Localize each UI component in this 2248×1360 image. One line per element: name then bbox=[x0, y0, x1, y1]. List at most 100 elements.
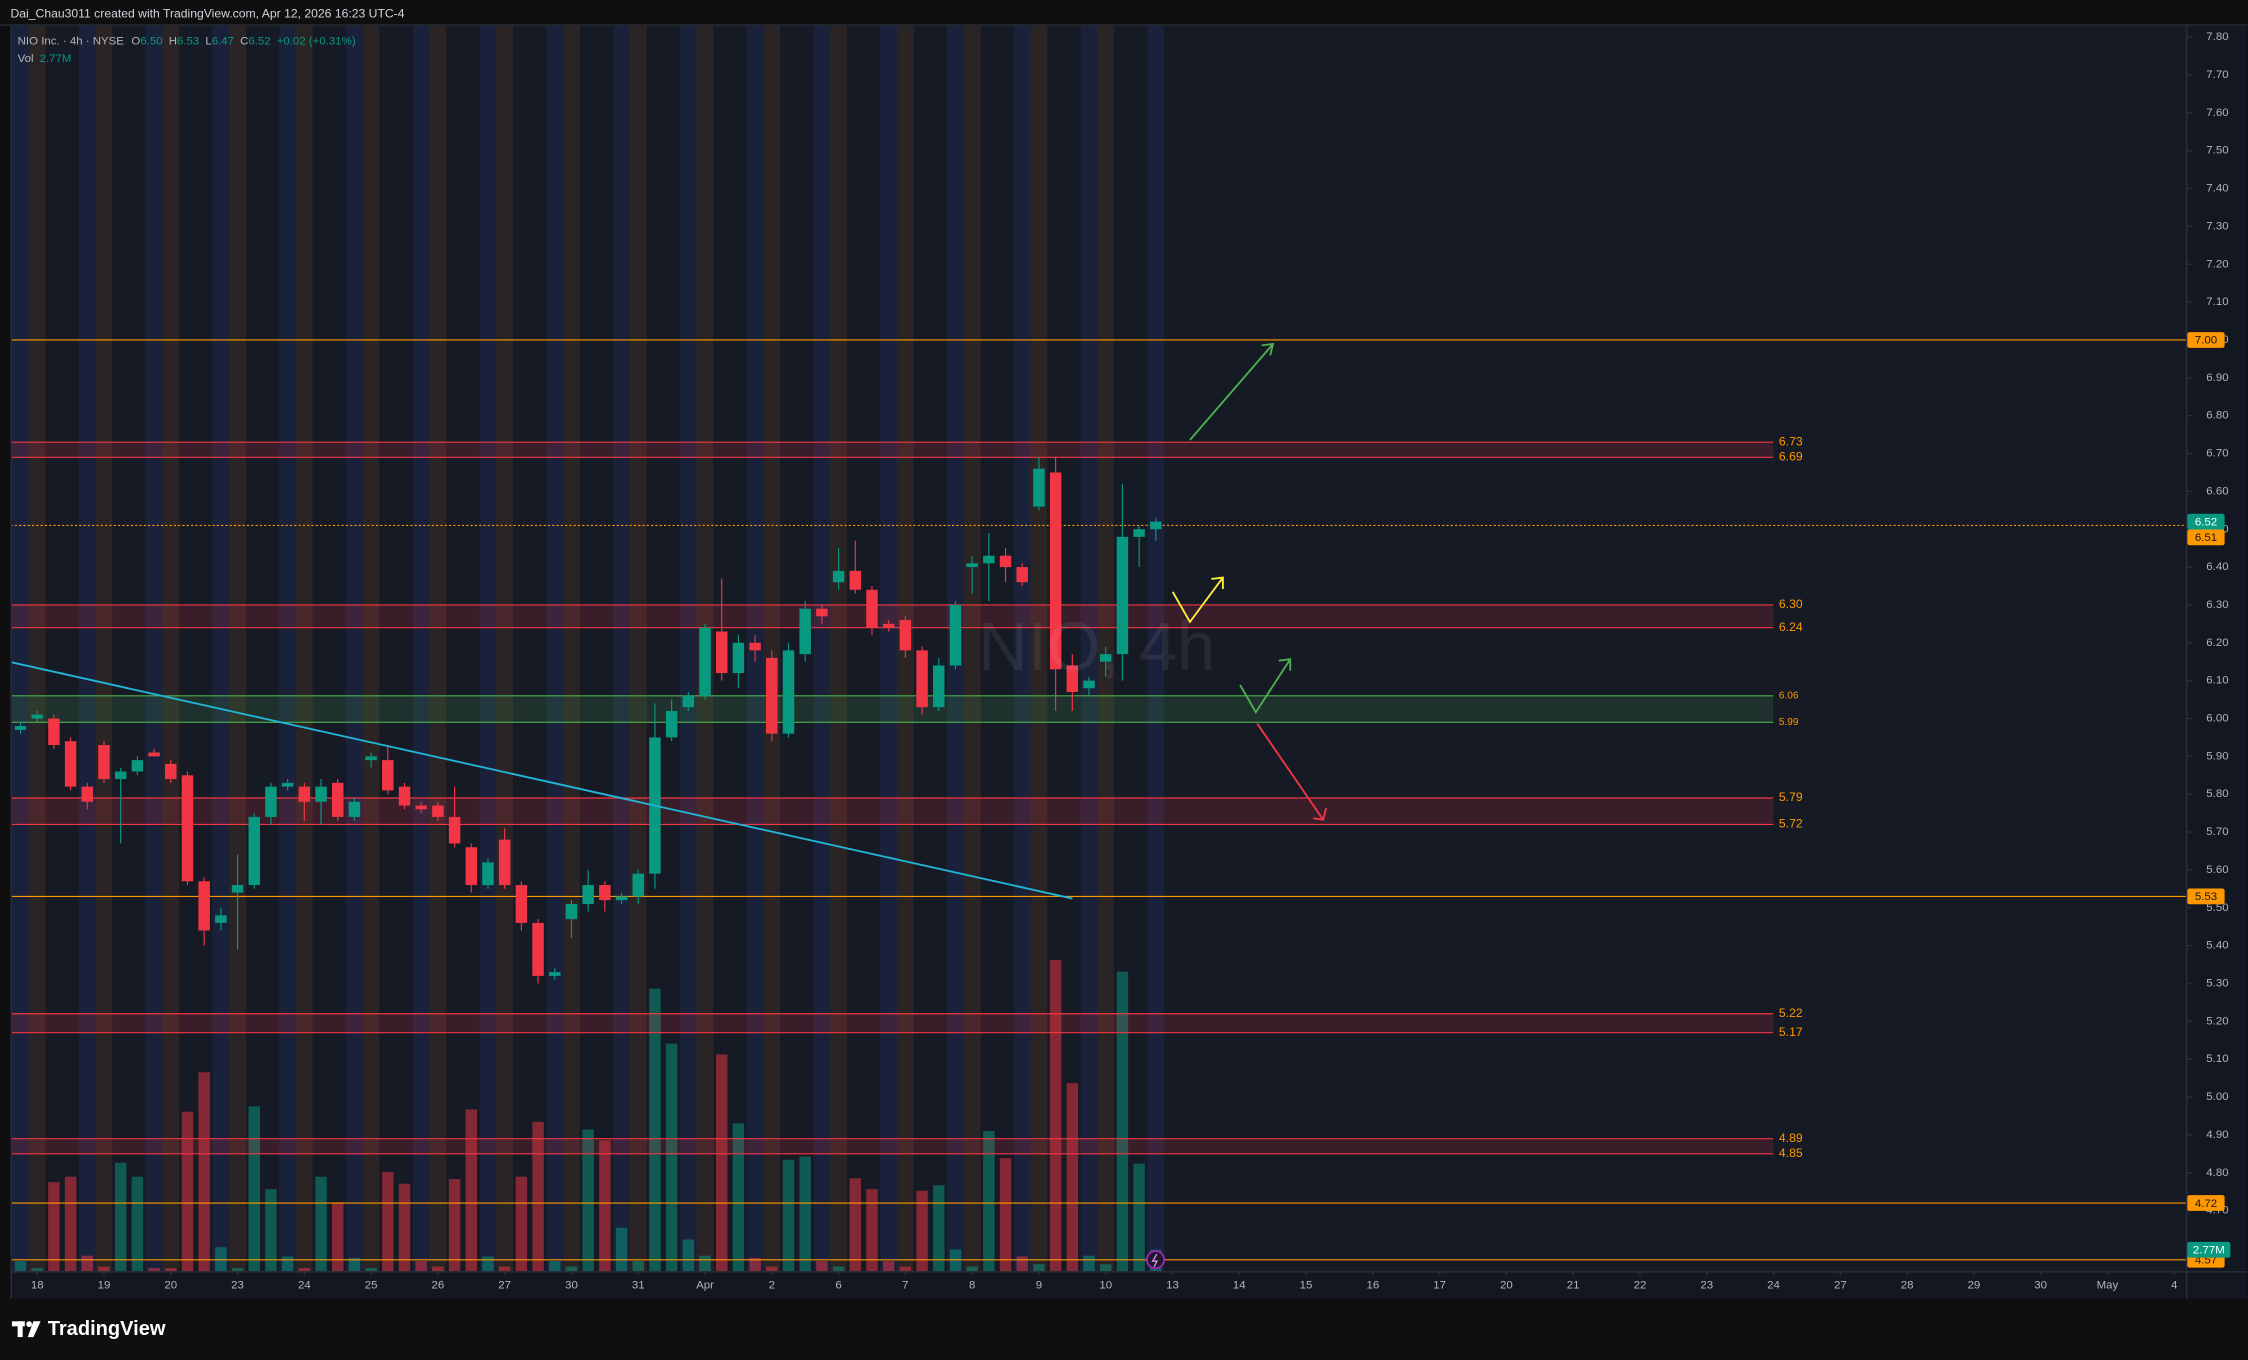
x-tick-label: 20 bbox=[164, 1280, 177, 1292]
zone-layer: 6.73 6.69 6.30 6.24 6.06 5.99 5.79 5.72 5.22 5.17… bbox=[10, 339, 2186, 1261]
candle-body bbox=[98, 744, 110, 780]
session-band bbox=[679, 25, 697, 1272]
legend-key: O bbox=[131, 36, 140, 48]
volume-bar bbox=[582, 1129, 594, 1272]
session-band bbox=[95, 25, 113, 1272]
x-tick-label: 22 bbox=[1634, 1280, 1647, 1292]
volume-bar bbox=[14, 1261, 27, 1272]
session-band bbox=[1013, 25, 1031, 1272]
session-band bbox=[613, 25, 630, 1272]
volume-bar bbox=[882, 1261, 895, 1272]
arrow-head bbox=[1261, 342, 1275, 356]
volume-bar bbox=[181, 1111, 194, 1272]
x-tick-label: 9 bbox=[1036, 1280, 1042, 1292]
y-tick-label: 6.80 bbox=[2206, 410, 2228, 422]
candle-body bbox=[31, 714, 43, 719]
y-tick-label: 5.10 bbox=[2206, 1053, 2228, 1065]
zone-label: 5.72 bbox=[1779, 817, 1803, 831]
x-tick-label: 10 bbox=[1099, 1280, 1112, 1292]
candle-body bbox=[1083, 680, 1095, 689]
candle-body bbox=[148, 752, 160, 757]
candle-body bbox=[699, 627, 711, 696]
zone bbox=[10, 604, 1774, 628]
y-tick-label: 6.40 bbox=[2206, 561, 2228, 573]
candle-body bbox=[816, 608, 828, 617]
candle-body bbox=[465, 847, 478, 886]
candle-body bbox=[782, 650, 795, 734]
brand: TradingView bbox=[48, 1318, 166, 1340]
candle-body bbox=[966, 563, 978, 568]
y-tick-label: 7.60 bbox=[2206, 107, 2228, 119]
arrow-bounce bbox=[1239, 658, 1292, 715]
candle-body bbox=[498, 839, 511, 886]
plot-area bbox=[10, 25, 2186, 1272]
volume-bar bbox=[48, 1182, 60, 1272]
logo-part bbox=[26, 1321, 32, 1328]
session-band bbox=[1147, 25, 1165, 1272]
event-icon[interactable] bbox=[1145, 1250, 1166, 1270]
candle-body bbox=[582, 885, 594, 904]
volume-bar bbox=[81, 1255, 94, 1272]
x-tick-label: 20 bbox=[1500, 1280, 1513, 1292]
volume-bar bbox=[1066, 1083, 1079, 1272]
candle-body bbox=[432, 805, 444, 817]
time-axis-area bbox=[10, 1271, 2248, 1299]
candle-body bbox=[732, 642, 745, 674]
x-tick-label: 13 bbox=[1166, 1280, 1179, 1292]
volume-bar bbox=[465, 1109, 478, 1272]
volume-bar bbox=[265, 1189, 277, 1272]
candle-layer bbox=[14, 457, 1162, 984]
volume-bar bbox=[215, 1247, 227, 1272]
volume-bar bbox=[899, 1266, 912, 1272]
x-tick-label: 23 bbox=[1700, 1280, 1713, 1292]
candle-body bbox=[849, 570, 862, 590]
zone-label: 6.73 bbox=[1779, 434, 1803, 448]
volume-bar bbox=[849, 1178, 862, 1272]
candle-body bbox=[532, 922, 544, 976]
credit: Dai_Chau3011 created with TradingView.co… bbox=[10, 7, 404, 21]
y-tick-label: 5.00 bbox=[2206, 1091, 2228, 1103]
x-tick-label: 23 bbox=[231, 1280, 244, 1292]
session-band bbox=[162, 25, 180, 1272]
candle-body bbox=[331, 782, 344, 817]
volume-bar bbox=[916, 1190, 928, 1272]
session-band bbox=[295, 25, 313, 1272]
volume-bar bbox=[1116, 971, 1129, 1272]
candle-body bbox=[231, 885, 244, 893]
legend-key: Vol bbox=[18, 53, 34, 65]
volume-bar bbox=[549, 1261, 561, 1272]
x-tick-label: 29 bbox=[1968, 1280, 1981, 1292]
x-tick-label: 8 bbox=[969, 1280, 975, 1292]
y-tick-label: 7.30 bbox=[2206, 220, 2228, 232]
candle-body bbox=[482, 862, 494, 886]
y-tick-label: 5.80 bbox=[2206, 788, 2228, 800]
y-tick-label: 7.50 bbox=[2206, 145, 2228, 157]
volume-bar bbox=[832, 1266, 845, 1272]
y-tick-label: 7.80 bbox=[2206, 31, 2228, 43]
volume-bar bbox=[1083, 1255, 1095, 1272]
legend-key: C bbox=[240, 36, 248, 48]
zone-label: 5.99 bbox=[1779, 717, 1799, 728]
volume-bar bbox=[398, 1183, 411, 1272]
x-tick-label: 26 bbox=[432, 1280, 445, 1292]
candle-body bbox=[215, 915, 227, 923]
volume-bar bbox=[98, 1266, 110, 1272]
volume-bar bbox=[699, 1255, 711, 1272]
volume-bar bbox=[64, 1176, 77, 1272]
volume-bar bbox=[298, 1268, 311, 1272]
zone bbox=[10, 1013, 1774, 1033]
legend-key: L bbox=[205, 36, 211, 48]
volume-bar bbox=[732, 1123, 745, 1272]
session-band bbox=[629, 25, 647, 1272]
volume-bar bbox=[31, 1268, 43, 1272]
volume-layer bbox=[14, 960, 1162, 1272]
price-box bbox=[2187, 888, 2225, 905]
candle-body bbox=[348, 801, 361, 817]
x-tick-label: 4 bbox=[2171, 1280, 2178, 1292]
y-tick-label: 6.70 bbox=[2206, 448, 2228, 460]
x-tick-label: 25 bbox=[365, 1280, 378, 1292]
candle-body bbox=[81, 786, 94, 802]
session-band bbox=[145, 25, 163, 1272]
candle-body bbox=[632, 873, 644, 897]
